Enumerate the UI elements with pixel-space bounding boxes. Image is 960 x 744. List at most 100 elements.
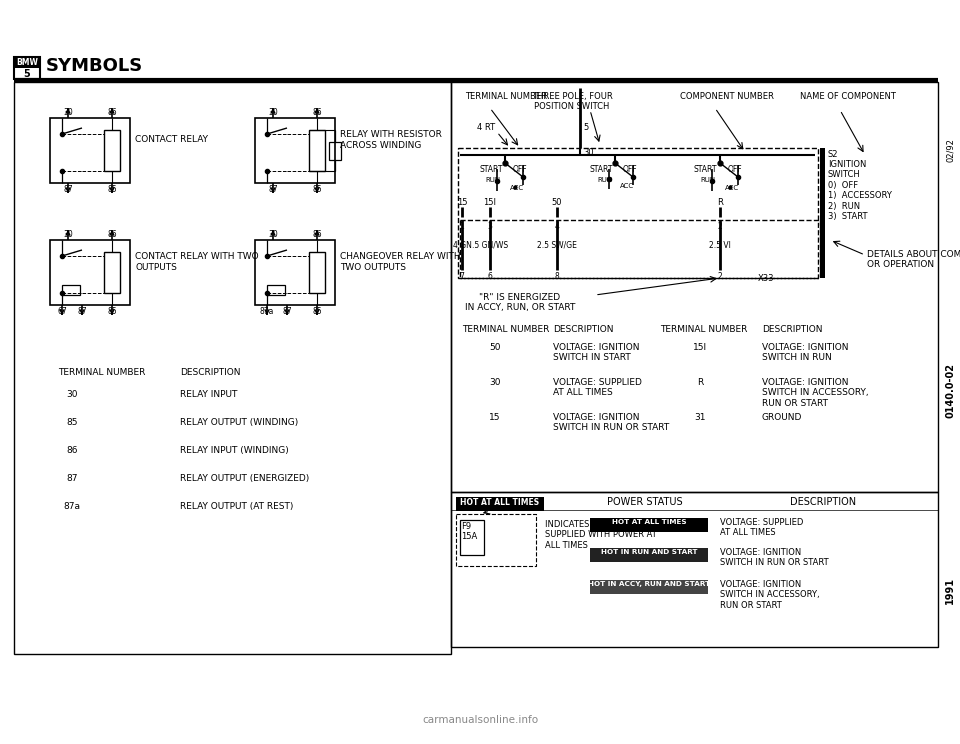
Text: START: START [694, 165, 717, 174]
Text: 15I: 15I [693, 343, 708, 352]
Text: RUN: RUN [597, 177, 612, 183]
Text: 2.5 VI: 2.5 VI [709, 240, 731, 249]
Text: 50: 50 [552, 198, 563, 207]
Text: X33: X33 [758, 274, 775, 283]
Text: 67: 67 [58, 307, 67, 316]
Text: 1: 1 [460, 222, 465, 231]
Text: 15: 15 [457, 198, 468, 207]
Text: 30: 30 [490, 378, 501, 387]
Text: 31: 31 [694, 413, 706, 422]
Bar [590, 518, 708, 532]
Text: ACC: ACC [725, 185, 739, 191]
Text: OFF: OFF [728, 165, 743, 174]
Text: carmanualsonline.info: carmanualsonline.info [422, 715, 538, 725]
Text: 87: 87 [282, 307, 292, 316]
Text: OFF: OFF [513, 165, 528, 174]
Bar [104, 252, 120, 293]
Bar [451, 492, 938, 647]
Bar [62, 285, 80, 295]
Text: R: R [697, 378, 703, 387]
Text: RELAY INPUT: RELAY INPUT [180, 390, 237, 399]
Text: 4: 4 [555, 222, 560, 231]
Bar [14, 57, 40, 68]
Bar [104, 130, 120, 171]
Text: VOLTAGE: IGNITION
SWITCH IN RUN OR START: VOLTAGE: IGNITION SWITCH IN RUN OR START [553, 413, 669, 432]
Text: DETAILS ABOUT COMPONENT
OR OPERATION: DETAILS ABOUT COMPONENT OR OPERATION [867, 250, 960, 269]
Text: 87: 87 [66, 474, 78, 483]
Text: VOLTAGE: IGNITION
SWITCH IN ACCESSORY,
RUN OR START: VOLTAGE: IGNITION SWITCH IN ACCESSORY, R… [720, 580, 820, 610]
Text: BMW: BMW [16, 58, 38, 67]
Text: S2: S2 [828, 150, 838, 159]
Bar [309, 130, 325, 171]
Text: 30: 30 [268, 108, 277, 117]
Text: DESCRIPTION: DESCRIPTION [180, 368, 241, 377]
Text: RELAY WITH RESISTOR
ACROSS WINDING: RELAY WITH RESISTOR ACROSS WINDING [340, 130, 442, 150]
Bar [458, 148, 818, 278]
Text: GROUND: GROUND [762, 413, 803, 422]
Text: CONTACT RELAY: CONTACT RELAY [135, 135, 208, 144]
Text: 5: 5 [24, 69, 31, 79]
Text: COMPONENT NUMBER: COMPONENT NUMBER [680, 92, 774, 101]
Text: 4 RT: 4 RT [477, 123, 495, 132]
Text: 15I: 15I [484, 198, 496, 207]
Text: 15A: 15A [461, 532, 477, 541]
Text: HOT AT ALL TIMES: HOT AT ALL TIMES [612, 519, 686, 525]
Text: TERMINAL NUMBER: TERMINAL NUMBER [462, 325, 549, 334]
Text: IGNITION
SWITCH
0)  OFF
1)  ACCESSORY
2)  RUN
3)  START: IGNITION SWITCH 0) OFF 1) ACCESSORY 2) R… [828, 160, 892, 221]
Bar [309, 252, 325, 293]
Bar [50, 118, 130, 183]
Text: TERMINAL NUMBER: TERMINAL NUMBER [58, 368, 145, 377]
Text: 30: 30 [63, 230, 73, 239]
Text: 86: 86 [312, 108, 322, 117]
Text: 87: 87 [63, 185, 73, 194]
Bar [50, 240, 130, 305]
Text: RELAY OUTPUT (ENERGIZED): RELAY OUTPUT (ENERGIZED) [180, 474, 309, 483]
Bar [590, 548, 708, 562]
Text: 86: 86 [312, 230, 322, 239]
Bar [456, 497, 544, 511]
Text: RELAY OUTPUT (WINDING): RELAY OUTPUT (WINDING) [180, 418, 299, 427]
Text: 4 GN: 4 GN [452, 240, 471, 249]
Text: SYMBOLS: SYMBOLS [46, 57, 143, 75]
Text: CHANGEOVER RELAY WITH
TWO OUTPUTS: CHANGEOVER RELAY WITH TWO OUTPUTS [340, 252, 461, 272]
Bar [456, 514, 536, 566]
Text: VOLTAGE: IGNITION
SWITCH IN RUN OR START: VOLTAGE: IGNITION SWITCH IN RUN OR START [720, 548, 828, 568]
Text: VOLTAGE: SUPPLIED
AT ALL TIMES: VOLTAGE: SUPPLIED AT ALL TIMES [720, 518, 804, 537]
Text: 30: 30 [583, 148, 593, 157]
Text: DESCRIPTION: DESCRIPTION [553, 325, 613, 334]
Text: ACC: ACC [510, 185, 524, 191]
Text: 7: 7 [460, 272, 465, 281]
Bar [460, 520, 484, 555]
Bar [14, 82, 451, 654]
Text: DESCRIPTION: DESCRIPTION [762, 325, 823, 334]
Bar [590, 580, 708, 594]
Text: RELAY INPUT (WINDING): RELAY INPUT (WINDING) [180, 446, 289, 455]
Text: RELAY OUTPUT (AT REST): RELAY OUTPUT (AT REST) [180, 502, 294, 511]
Bar [267, 285, 285, 295]
Text: 85: 85 [312, 307, 322, 316]
Bar [451, 82, 938, 492]
Text: TERMINAL NUMBER: TERMINAL NUMBER [465, 92, 547, 101]
Text: THREE POLE, FOUR
POSITION SWITCH: THREE POLE, FOUR POSITION SWITCH [532, 92, 612, 112]
Text: POWER STATUS: POWER STATUS [607, 497, 683, 507]
Text: F9: F9 [461, 522, 471, 531]
Text: 85: 85 [66, 418, 78, 427]
Text: 85: 85 [108, 307, 117, 316]
Bar [329, 141, 341, 159]
Text: VOLTAGE: IGNITION
SWITCH IN ACCESSORY,
RUN OR START: VOLTAGE: IGNITION SWITCH IN ACCESSORY, R… [762, 378, 869, 408]
Text: 86: 86 [108, 230, 117, 239]
Text: 86: 86 [108, 108, 117, 117]
Bar [255, 118, 335, 183]
Bar [255, 240, 335, 305]
Text: 2.5 SW/GE: 2.5 SW/GE [537, 240, 577, 249]
Text: ACC: ACC [620, 183, 635, 189]
Text: 2: 2 [718, 272, 722, 281]
Text: 30: 30 [66, 390, 78, 399]
Text: OFF: OFF [623, 165, 637, 174]
Text: 3: 3 [488, 222, 492, 231]
Text: 5: 5 [583, 123, 588, 132]
Text: RUN: RUN [485, 177, 500, 183]
Bar [820, 148, 825, 278]
Text: RUN: RUN [700, 177, 715, 183]
Text: 15: 15 [490, 413, 501, 422]
